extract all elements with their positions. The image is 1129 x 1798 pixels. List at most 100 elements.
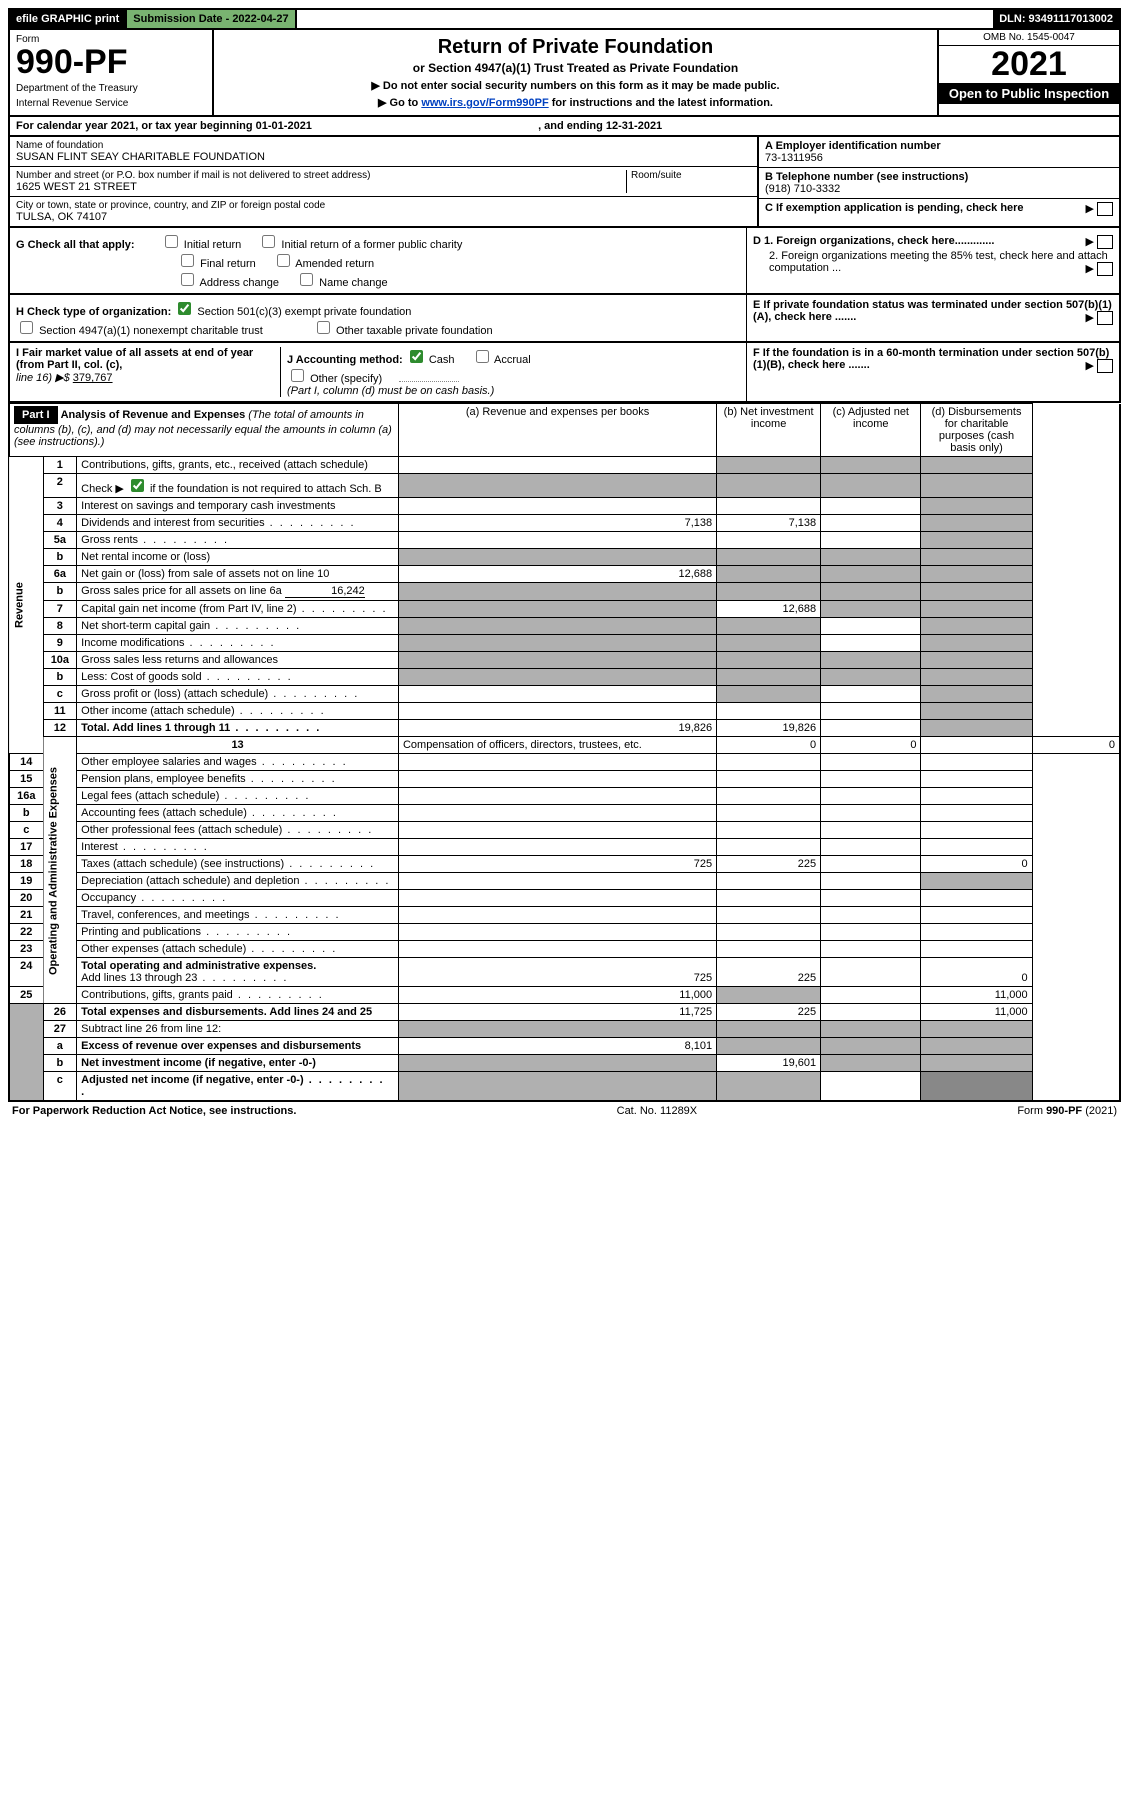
line-10a: Gross sales less returns and allowances <box>77 652 399 669</box>
e-checkbox[interactable] <box>1097 311 1113 325</box>
line-14: Other employee salaries and wages <box>77 754 399 771</box>
page-footer: For Paperwork Reduction Act Notice, see … <box>8 1102 1121 1120</box>
line-27a: Excess of revenue over expenses and disb… <box>77 1038 399 1055</box>
line-16c: Other professional fees (attach schedule… <box>77 822 399 839</box>
ein-label: A Employer identification number <box>765 140 1113 152</box>
revenue-section-label: Revenue <box>9 457 43 754</box>
d2-label: 2. Foreign organizations meeting the 85%… <box>769 250 1108 274</box>
l13-d: 0 <box>1032 737 1120 754</box>
d1-label: D 1. Foreign organizations, check here..… <box>753 235 994 247</box>
h-label: H Check type of organization: <box>16 306 171 318</box>
l6a-a: 12,688 <box>398 566 716 583</box>
col-a-head: (a) Revenue and expenses per books <box>398 404 716 457</box>
form-title: Return of Private Foundation <box>220 36 931 59</box>
line-8: Net short-term capital gain <box>77 618 399 635</box>
line-25: Contributions, gifts, grants paid <box>77 987 399 1004</box>
line-13: Compensation of officers, directors, tru… <box>398 737 716 754</box>
g-check-block: G Check all that apply: Initial return I… <box>10 228 747 293</box>
line-2: Check ▶ if the foundation is not require… <box>77 474 399 498</box>
h-501c3[interactable]: Section 501(c)(3) exempt private foundat… <box>174 306 411 318</box>
l12-b: 19,826 <box>717 720 821 737</box>
g-d-block: G Check all that apply: Initial return I… <box>8 228 1121 295</box>
instr-goto: ▶ Go to www.irs.gov/Form990PF for instru… <box>220 96 931 109</box>
form-header: Form 990-PF Department of the Treasury I… <box>8 30 1121 117</box>
form-subtitle: or Section 4947(a)(1) Trust Treated as P… <box>220 61 931 75</box>
j-note: (Part I, column (d) must be on cash basi… <box>287 385 494 397</box>
dln-label: DLN: 93491117013002 <box>993 10 1119 28</box>
d1-checkbox[interactable] <box>1097 235 1113 249</box>
l4-a: 7,138 <box>398 515 716 532</box>
line-2-checkbox[interactable] <box>131 479 144 492</box>
instr-goto-pre: ▶ Go to <box>378 97 421 109</box>
city-label: City or town, state or province, country… <box>16 200 751 211</box>
j-cash[interactable]: Cash <box>406 354 455 366</box>
l25-a: 11,000 <box>398 987 716 1004</box>
h-other-taxable[interactable]: Other taxable private foundation <box>313 325 493 337</box>
line-4: Dividends and interest from securities <box>77 515 399 532</box>
h-4947[interactable]: Section 4947(a)(1) nonexempt charitable … <box>16 325 263 337</box>
line-23: Other expenses (attach schedule) <box>77 941 399 958</box>
i-j-f-block: I Fair market value of all assets at end… <box>8 343 1121 403</box>
ein-cell: A Employer identification number 73-1311… <box>759 137 1119 168</box>
line-6a: Net gain or (loss) from sale of assets n… <box>77 566 399 583</box>
submission-date: Submission Date - 2022-04-27 <box>127 10 296 28</box>
j-other[interactable]: Other (specify) <box>287 373 382 385</box>
foundation-name: SUSAN FLINT SEAY CHARITABLE FOUNDATION <box>16 151 751 163</box>
g-address-change[interactable]: Address change <box>177 277 279 289</box>
l24-b: 225 <box>717 958 821 987</box>
l4-b: 7,138 <box>717 515 821 532</box>
line-21: Travel, conferences, and meetings <box>77 907 399 924</box>
line-16b: Accounting fees (attach schedule) <box>77 805 399 822</box>
h-block: H Check type of organization: Section 50… <box>10 295 747 341</box>
period-end: 12-31-2021 <box>606 120 662 132</box>
form-number: 990-PF <box>16 45 206 79</box>
name-label: Name of foundation <box>16 140 751 151</box>
identification-block: Name of foundation SUSAN FLINT SEAY CHAR… <box>8 137 1121 228</box>
l6b-val: 16,242 <box>285 585 365 598</box>
dept-irs: Internal Revenue Service <box>16 98 206 109</box>
city-row: City or town, state or province, country… <box>10 197 757 226</box>
l13-b: 0 <box>821 737 921 754</box>
line-17: Interest <box>77 839 399 856</box>
form990pf-link[interactable]: www.irs.gov/Form990PF <box>421 97 548 109</box>
g-initial-former[interactable]: Initial return of a former public charit… <box>258 239 462 251</box>
i-label: I Fair market value of all assets at end… <box>16 347 253 371</box>
addr-label: Number and street (or P.O. box number if… <box>16 170 626 181</box>
i-line16: line 16) ▶$ <box>16 372 73 384</box>
l7-b: 12,688 <box>717 601 821 618</box>
g-name-change[interactable]: Name change <box>296 277 388 289</box>
line-9: Income modifications <box>77 635 399 652</box>
l18-a: 725 <box>398 856 716 873</box>
i-block: I Fair market value of all assets at end… <box>16 347 281 397</box>
l27a-a: 8,101 <box>398 1038 716 1055</box>
d2-checkbox[interactable] <box>1097 262 1113 276</box>
line-10c: Gross profit or (loss) (attach schedule) <box>77 686 399 703</box>
paperwork-notice: For Paperwork Reduction Act Notice, see … <box>12 1105 296 1117</box>
calendar-year-row: For calendar year 2021, or tax year begi… <box>8 117 1121 137</box>
exemption-label: C If exemption application is pending, c… <box>765 202 1024 214</box>
g-initial-return[interactable]: Initial return <box>161 239 242 251</box>
line-12: Total. Add lines 1 through 11 <box>77 720 399 737</box>
form-year-block: OMB No. 1545-0047 2021 Open to Public In… <box>937 30 1119 115</box>
line-27b: Net investment income (if negative, ente… <box>77 1055 399 1072</box>
g-amended-return[interactable]: Amended return <box>273 258 374 270</box>
line-5a: Gross rents <box>77 532 399 549</box>
line-27c: Adjusted net income (if negative, enter … <box>77 1072 399 1102</box>
l18-b: 225 <box>717 856 821 873</box>
l26-a: 11,725 <box>398 1004 716 1021</box>
j-accrual[interactable]: Accrual <box>472 354 531 366</box>
l26-b: 225 <box>717 1004 821 1021</box>
line-26: Total expenses and disbursements. Add li… <box>77 1004 399 1021</box>
l24-d: 0 <box>921 958 1032 987</box>
open-public-inspection: Open to Public Inspection <box>939 83 1119 104</box>
room-label: Room/suite <box>631 170 751 181</box>
efile-print-label[interactable]: efile GRAPHIC print <box>10 10 127 28</box>
g-final-return[interactable]: Final return <box>177 258 256 270</box>
exemption-checkbox[interactable] <box>1097 202 1113 216</box>
line-22: Printing and publications <box>77 924 399 941</box>
line-5b: Net rental income or (loss) <box>77 549 399 566</box>
phone-cell: B Telephone number (see instructions) (9… <box>759 168 1119 199</box>
line-20: Occupancy <box>77 890 399 907</box>
f-checkbox[interactable] <box>1097 359 1113 373</box>
i-fmv-value: 379,767 <box>73 372 113 384</box>
